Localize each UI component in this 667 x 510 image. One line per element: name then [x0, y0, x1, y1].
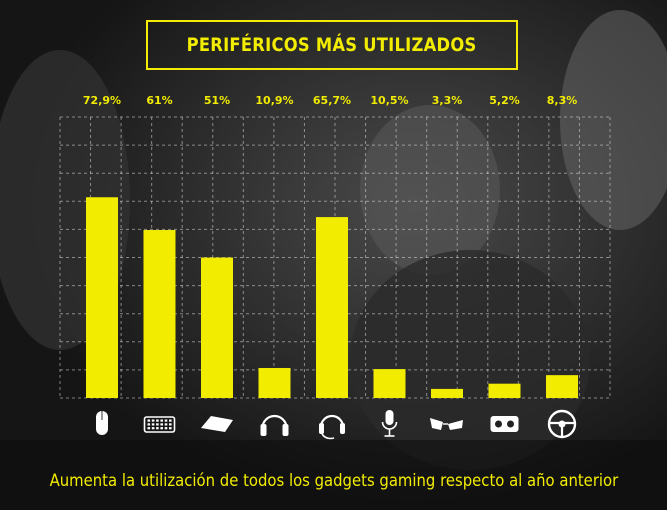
data-label-9: 8,3% — [547, 94, 578, 107]
bar-7 — [431, 388, 463, 398]
mouse-icon — [96, 411, 108, 435]
bar-5 — [316, 217, 348, 398]
bar-chart: 72,9% 61% 51% 10,9% 65,7% 10,5% 3,3% 5,2% 8,3% — [59, 94, 611, 440]
data-label-7: 3,3% — [432, 94, 463, 107]
steering-wheel-icon — [547, 409, 577, 439]
data-label-2: 61% — [146, 94, 172, 107]
bar-9 — [546, 375, 578, 398]
bar-4 — [258, 367, 291, 398]
title-box: PERIFÉRICOS MÁS UTILIZADOS — [146, 20, 518, 70]
data-label-1: 72,9% — [83, 94, 121, 107]
headset-icon — [319, 414, 345, 440]
mousepad-icon — [201, 416, 233, 432]
data-label-3: 51% — [204, 94, 230, 107]
caption-bar: Aumenta la utilización de todos los gadg… — [0, 460, 667, 500]
chart-title: PERIFÉRICOS MÁS UTILIZADOS — [187, 34, 477, 56]
bar-2 — [143, 230, 176, 398]
data-label-5: 65,7% — [313, 94, 351, 107]
glasses-icon — [430, 418, 463, 430]
bar-3 — [201, 257, 233, 398]
caption-text: Aumenta la utilización de todos los gadg… — [49, 470, 618, 490]
bar-8 — [488, 383, 521, 398]
bars — [86, 197, 578, 398]
microphone-icon — [381, 410, 398, 437]
vr-headset-icon — [490, 416, 519, 432]
bar-1 — [86, 197, 118, 398]
data-label-8: 5,2% — [489, 94, 520, 107]
data-label-6: 10,5% — [370, 94, 408, 107]
bar-6 — [373, 369, 406, 398]
category-icons — [96, 409, 577, 440]
keyboard-icon — [143, 416, 176, 433]
data-label-4: 10,9% — [255, 94, 293, 107]
headphones-icon — [260, 414, 289, 436]
data-labels: 72,9% 61% 51% 10,9% 65,7% 10,5% 3,3% 5,2% 8,3% — [83, 94, 577, 107]
